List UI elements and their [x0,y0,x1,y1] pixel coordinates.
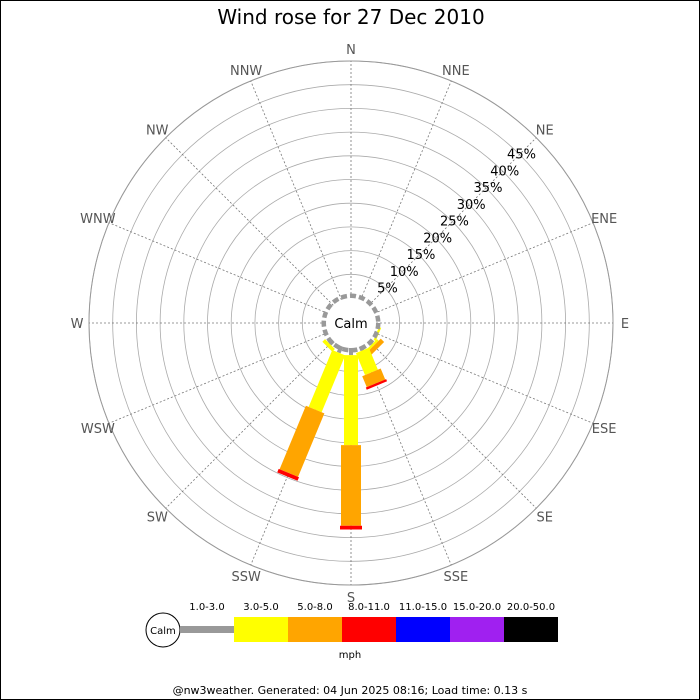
calm-ring [321,293,381,353]
bar-segment-ssw-1 [308,349,346,413]
legend-swatch-5 [450,617,504,642]
grid-spoke-wsw [108,332,329,424]
speed-legend: Calm mph 1.0-3.0 3.0-5.0 5.0-8.0 8.0-11.0 11… [145,602,558,661]
radial-tick-label: 25% [440,215,469,230]
radial-tick-label: 20% [423,231,452,246]
direction-label-w: W [71,317,84,332]
radial-tick-labels: 5% 10% 15% 20%25% 30% 35% 40% 45% [377,147,536,296]
direction-label-ese: ESE [592,422,617,437]
grid-spoke-sw [165,340,334,509]
direction-label-wnw: WNW [80,212,116,227]
direction-labels: N NNE NE ENE E ESE SE SSE S SSW SW WSW W WNW NW NNW [71,43,630,606]
bar-segment-sse-1 [355,347,378,376]
bar-segment-ssw-3 [277,468,299,481]
bar-segment-sse-3 [365,379,388,390]
radial-tick-label: 35% [474,181,503,196]
grid-spoke-ese [373,332,594,424]
legend-label-4: 11.0-15.0 [399,602,447,613]
grid-spoke-ene [373,222,594,314]
bar-segment-s-3 [340,525,362,530]
bar-segment-ssw-0 [336,345,344,354]
chart-title: Wind rose for 27 Dec 2010 [217,5,484,29]
legend-swatch-3 [342,617,396,642]
grid-spoke-ssw [250,345,342,566]
grid-spoke-se [368,340,537,509]
legend-swatch-6 [504,617,558,642]
direction-label-ssw: SSW [231,570,261,585]
footer-text: @nw3weather. Generated: 04 Jun 2025 08:1… [173,684,528,697]
legend-label-2: 5.0-8.0 [297,602,332,613]
grid-spoke-ne [368,137,537,306]
wind-bars [277,327,388,530]
legend-label-5: 15.0-20.0 [453,602,501,613]
legend-label-1: 3.0-5.0 [243,602,278,613]
direction-label-wsw: WSW [81,422,115,437]
grid-spoke-nne [360,80,452,301]
radial-tick-label: 45% [507,147,536,162]
direction-label-ne: NE [536,123,554,138]
bar-segment-se-1 [367,339,379,351]
legend-label-3: 8.0-11.0 [348,602,390,613]
grid-spoke-nw [165,137,334,306]
direction-label-s: S [347,591,355,606]
bar-segment-sse-2 [362,368,386,388]
direction-label-se: SE [537,511,553,526]
direction-label-n: N [346,43,356,58]
grid-spoke-sse [360,345,452,566]
direction-label-ene: ENE [591,212,617,227]
radial-tick-label: 40% [490,164,519,179]
bar-segment-sw-1 [322,339,335,352]
legend-swatch-2 [288,617,342,642]
legend-swatch-0 [180,626,234,633]
direction-label-nw: NW [146,123,169,138]
grid-spoke-nnw [250,80,342,301]
legend-calm-label: Calm [150,626,176,637]
bar-segment-s-1 [344,355,358,446]
direction-label-e: E [621,317,629,332]
calm-label: Calm [334,317,367,332]
direction-label-sse: SSE [443,570,468,585]
calm-center: Calm [321,293,381,353]
bar-segment-ssw-2 [279,405,325,477]
grid-spoke-wnw [108,222,329,314]
radial-tick-label: 30% [457,198,486,213]
direction-label-nne: NNE [442,64,470,79]
radial-tick-label: 10% [390,265,419,280]
direction-label-sw: SW [147,511,168,526]
bar-segment-se-2 [366,338,385,357]
direction-label-nnw: NNW [230,64,262,79]
calm-circle [326,298,376,348]
radial-tick-label: 15% [406,248,435,263]
radial-tick-label: 5% [377,282,398,297]
legend-swatch-1 [234,617,288,642]
legend-label-6: 20.0-50.0 [507,602,555,613]
legend-swatch-4 [396,617,450,642]
legend-units: mph [339,650,361,661]
legend-label-0: 1.0-3.0 [189,602,224,613]
bar-segment-s-2 [341,445,361,526]
